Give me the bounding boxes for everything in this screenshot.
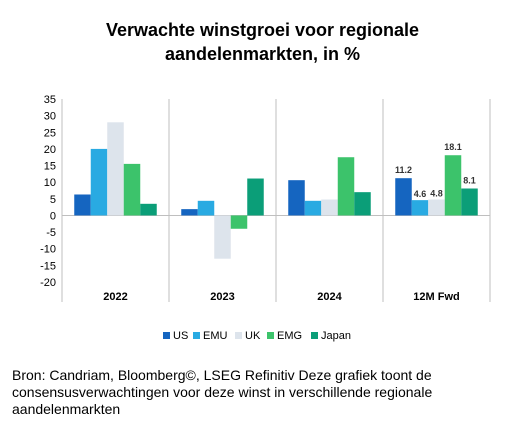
- legend-item: UK: [235, 330, 261, 342]
- bar: [461, 188, 478, 216]
- bar: [107, 122, 124, 216]
- y-tick-label: 30: [44, 111, 56, 123]
- data-label: 11.2: [395, 165, 412, 175]
- bar: [411, 200, 429, 216]
- legend-label: EMG: [277, 330, 302, 342]
- legend-swatch: [193, 332, 200, 339]
- bar: [428, 199, 445, 216]
- y-tick-label: -15: [40, 260, 56, 272]
- x-axis-categories: 2022 2023 2024 12M Fwd: [103, 291, 459, 303]
- bar: [74, 194, 91, 216]
- y-tick-label: 10: [44, 177, 56, 189]
- legend-swatch: [267, 332, 274, 339]
- y-tick-label: 0: [50, 210, 56, 222]
- bar: [181, 209, 198, 216]
- data-labels: 11.2 4.6 4.8 18.1 8.1: [395, 142, 476, 199]
- bar: [321, 199, 338, 216]
- category-separators: [61, 99, 491, 302]
- y-tick-label: 25: [44, 127, 56, 139]
- data-label: 4.6: [414, 189, 427, 199]
- bar: [288, 180, 305, 216]
- legend-label: EMU: [203, 330, 228, 342]
- bar-chart: 35 30 25 20 15 10 5 0 -5 -10 -15 -20 11.2 4.6 4.8 18.1…: [40, 94, 491, 342]
- y-tick-label: -5: [46, 227, 56, 239]
- legend-item: EMG: [267, 330, 302, 342]
- chart-title: Verwachte winstgroei voor regionale aand…: [0, 18, 525, 66]
- legend-label: UK: [245, 330, 261, 342]
- x-category-label: 2024: [317, 291, 342, 303]
- bar: [214, 215, 231, 259]
- legend: US EMU UK EMG Japan: [163, 330, 351, 342]
- bar: [247, 178, 264, 216]
- y-tick-label: 20: [44, 144, 56, 156]
- bar: [123, 163, 141, 216]
- legend-item: Japan: [311, 330, 351, 342]
- bar: [444, 155, 462, 216]
- legend-swatch: [311, 332, 318, 339]
- bar: [90, 148, 108, 216]
- bar: [304, 200, 322, 216]
- y-tick-label: -20: [40, 277, 56, 289]
- legend-swatch: [163, 332, 170, 339]
- chart-title-line-2: aandelenmarkten, in %: [164, 44, 361, 64]
- y-tick-label: 35: [44, 94, 56, 106]
- legend-item: EMU: [193, 330, 228, 342]
- y-tick-label: 5: [50, 194, 56, 206]
- y-tick-label: 15: [44, 161, 56, 173]
- x-category-label: 2023: [210, 291, 234, 303]
- data-label: 8.1: [463, 176, 476, 186]
- chart-title-line-1: Verwachte winstgroei voor regionale: [105, 20, 420, 40]
- bar: [140, 203, 157, 216]
- bars: [74, 122, 478, 259]
- bar: [354, 192, 371, 216]
- y-tick-label: -10: [40, 244, 56, 256]
- bar: [337, 157, 355, 216]
- data-label: 4.8: [430, 188, 443, 198]
- x-category-label: 2022: [103, 291, 127, 303]
- bar: [230, 215, 248, 229]
- x-category-label: 12M Fwd: [413, 291, 459, 303]
- bar: [395, 178, 412, 216]
- legend-item: US: [163, 330, 188, 342]
- data-label: 18.1: [444, 142, 462, 152]
- legend-label: Japan: [321, 330, 351, 342]
- bar: [197, 200, 215, 216]
- legend-swatch: [235, 332, 242, 339]
- legend-label: US: [173, 330, 188, 342]
- source-note: Bron: Candriam, Bloomberg©, LSEG Refinit…: [12, 367, 433, 417]
